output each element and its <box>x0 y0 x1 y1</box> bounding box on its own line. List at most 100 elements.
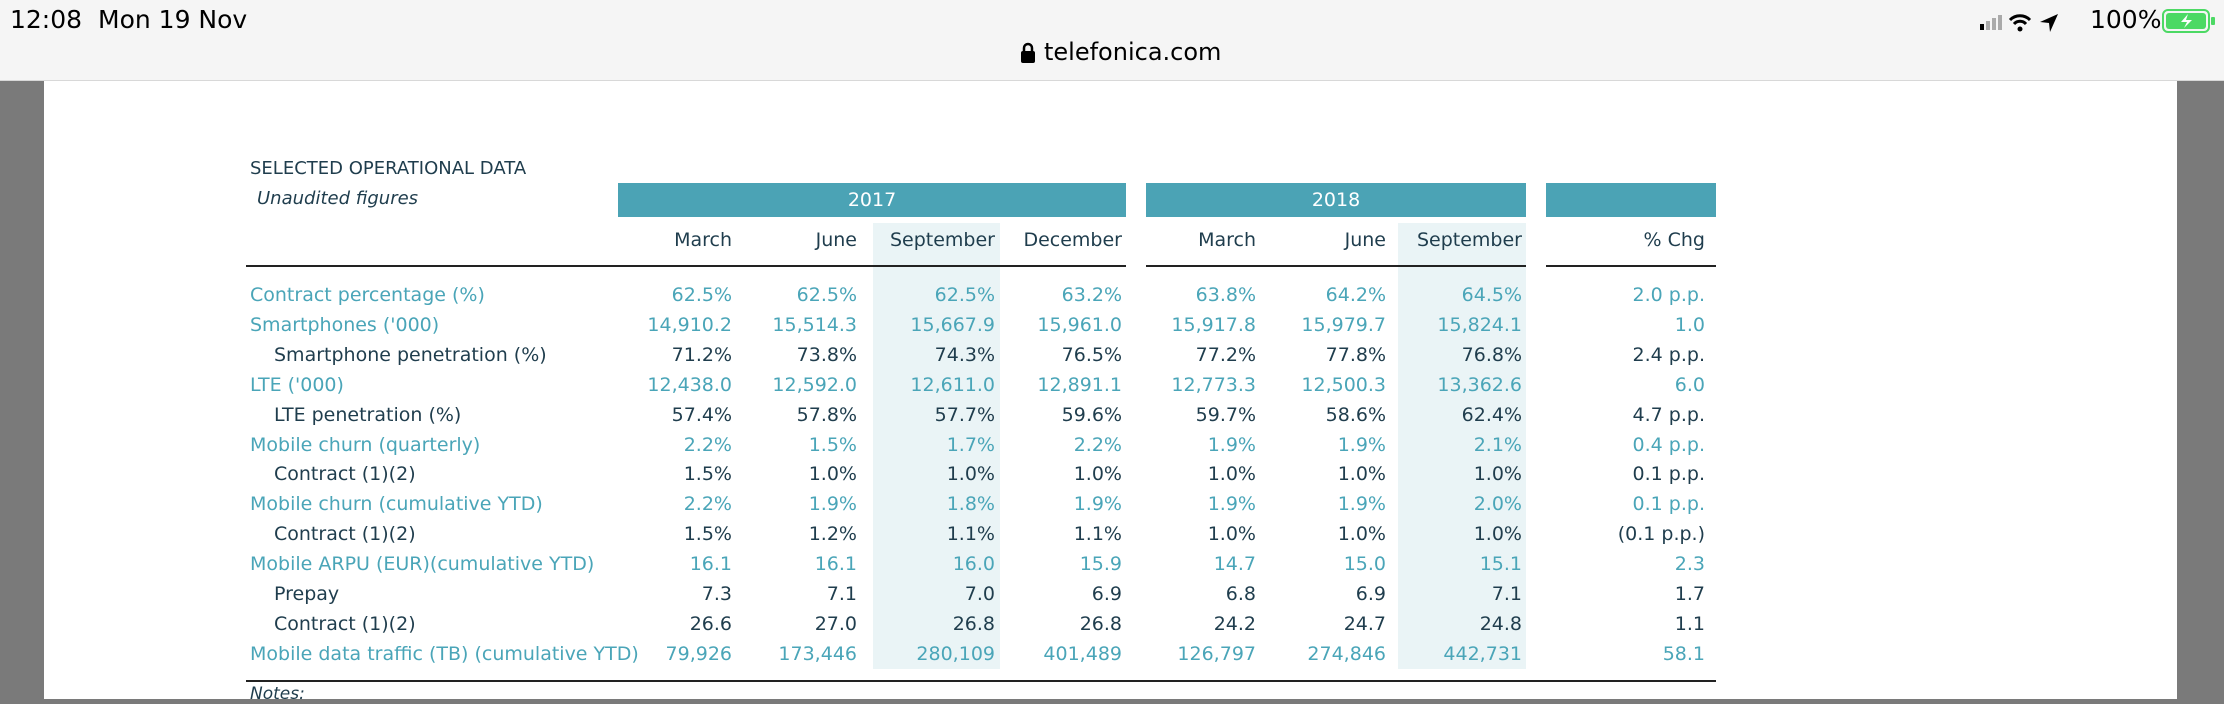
cell-value: 15,824.1 <box>1437 313 1522 336</box>
battery-percent: 100% <box>2090 5 2162 34</box>
status-icons <box>1980 14 2058 32</box>
header-rule <box>1146 265 1526 267</box>
cell-value: 6.9 <box>1091 583 1122 605</box>
cell-value: 1.0% <box>1473 463 1522 486</box>
column-header: September <box>1416 229 1522 251</box>
column-header: June <box>815 229 857 251</box>
date: Mon 19 Nov <box>98 5 248 34</box>
cell-value: 442,731 <box>1443 642 1522 665</box>
cell-value: 12,611.0 <box>910 373 995 396</box>
column-shade <box>1398 223 1526 669</box>
column-shade <box>873 223 1000 669</box>
cell-value: 0.4 p.p. <box>1632 433 1705 456</box>
cell-value: 62.5% <box>671 284 732 306</box>
cell-value: 1.8% <box>946 493 995 516</box>
cell-value: 62.4% <box>1461 403 1522 426</box>
row-label: Contract (1)(2) <box>274 523 416 546</box>
cell-value: 1.0% <box>1473 523 1522 546</box>
cell-value: 24.2 <box>1213 612 1256 635</box>
cell-value: 1.0% <box>808 463 857 486</box>
row-label: Mobile churn (quarterly) <box>250 433 481 456</box>
cell-value: 2.3 <box>1674 553 1705 576</box>
cell-value: 57.4% <box>671 403 732 426</box>
cell-value: 73.8% <box>796 343 857 366</box>
footer-rule <box>246 680 1716 682</box>
row-label: Smartphones ('000) <box>250 313 440 336</box>
cell-value: 15,667.9 <box>910 313 995 336</box>
cell-value: 2.4 p.p. <box>1632 343 1705 366</box>
cell-value: 1.0% <box>1337 463 1386 486</box>
cell-value: 12,592.0 <box>772 373 857 396</box>
cell-value: (0.1 p.p.) <box>1617 523 1705 546</box>
cell-value: 6.0 <box>1674 373 1705 396</box>
cell-value: 14,910.2 <box>647 313 732 336</box>
cell-value: 1.7 <box>1674 583 1705 605</box>
row-label: Smartphone penetration (%) <box>274 343 547 366</box>
cell-value: 63.2% <box>1061 284 1122 306</box>
cell-value: 15.1 <box>1479 553 1522 576</box>
row-label: Contract percentage (%) <box>250 284 485 306</box>
lock-icon <box>1021 42 1035 63</box>
cell-value: 14.7 <box>1213 553 1256 576</box>
cell-value: 26.8 <box>1079 612 1122 635</box>
status-bar: 12:08 Mon 19 Nov telefonica.com 100% <box>0 0 2224 81</box>
cell-value: 24.7 <box>1343 612 1386 635</box>
cell-value: 59.7% <box>1195 403 1256 426</box>
cell-value: 1.9% <box>1073 493 1122 516</box>
cell-value: 7.1 <box>826 583 857 605</box>
cell-value: 4.7 p.p. <box>1632 403 1705 426</box>
header-rule <box>1546 265 1716 267</box>
year-label: 2017 <box>847 189 897 211</box>
cell-value: 2.2% <box>1073 433 1122 456</box>
cell-value: 15.9 <box>1079 553 1122 576</box>
cell-value: 63.8% <box>1195 284 1256 306</box>
cell-value: 12,500.3 <box>1301 373 1386 396</box>
cell-value: 76.8% <box>1461 343 1522 366</box>
document-page <box>44 0 2177 699</box>
cell-value: 16.1 <box>689 553 732 576</box>
cell-value: 1.1 <box>1674 612 1705 635</box>
column-header: September <box>889 229 995 251</box>
cell-value: 62.5% <box>934 284 995 306</box>
year-bar <box>1146 183 1526 217</box>
battery-icon <box>2162 9 2215 33</box>
cell-value: 1.9% <box>1337 493 1386 516</box>
cell-value: 1.5% <box>808 433 857 456</box>
cell-value: 1.1% <box>946 523 995 546</box>
row-label: Mobile ARPU (EUR)(cumulative YTD) <box>250 553 595 576</box>
cell-value: 6.8 <box>1225 583 1256 605</box>
row-label: Prepay <box>274 583 340 605</box>
cell-value: 1.0% <box>1207 463 1256 486</box>
cell-value: 2.0% <box>1473 493 1522 516</box>
cell-value: 1.0% <box>1207 523 1256 546</box>
cell-value: 280,109 <box>916 642 995 665</box>
cell-value: 1.5% <box>683 463 732 486</box>
cell-value: 27.0 <box>814 612 857 635</box>
cell-value: 58.1 <box>1662 642 1705 665</box>
notes: Notes: <box>250 684 305 704</box>
cell-value: 26.6 <box>689 612 732 635</box>
cell-value: 2.0 p.p. <box>1632 284 1705 306</box>
cell-value: 1.0% <box>1073 463 1122 486</box>
column-header: December <box>1023 229 1122 251</box>
cell-value: 12,891.1 <box>1037 373 1122 396</box>
cell-value: 126,797 <box>1177 642 1256 665</box>
cell-value: 7.1 <box>1491 583 1522 605</box>
cell-value: 79,926 <box>665 642 732 665</box>
cell-value: 59.6% <box>1061 403 1122 426</box>
year-label: 2018 <box>1311 189 1361 211</box>
cell-value: 1.9% <box>1207 433 1256 456</box>
table-title: SELECTED OPERATIONAL DATA <box>250 158 527 179</box>
cell-value: 7.0 <box>964 583 995 605</box>
cell-value: 13,362.6 <box>1437 373 1522 396</box>
cell-value: 62.5% <box>796 284 857 306</box>
cell-value: 0.1 p.p. <box>1632 463 1705 486</box>
cell-value: 15,979.7 <box>1301 313 1386 336</box>
cell-value: 401,489 <box>1043 642 1122 665</box>
cell-value: 2.1% <box>1473 433 1522 456</box>
header-rule <box>246 265 1126 267</box>
row-label: Mobile churn (cumulative YTD) <box>250 493 543 516</box>
url[interactable]: telefonica.com <box>1044 38 1222 66</box>
cell-value: 1.7% <box>946 433 995 456</box>
